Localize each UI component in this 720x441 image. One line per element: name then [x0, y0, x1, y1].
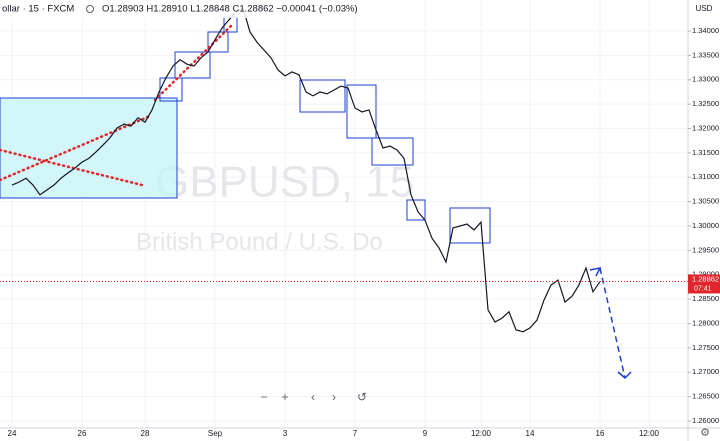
y-tick-label: 1.31000 [692, 172, 719, 181]
settings[interactable]: ⚙ [700, 427, 710, 439]
price-line [11, 7, 601, 333]
reset[interactable]: ↺ [357, 390, 367, 404]
watermark-description: British Pound / U.S. Do [136, 228, 383, 255]
current-price-box [688, 274, 720, 294]
plot [0, 7, 688, 333]
box [449, 207, 491, 244]
box [207, 31, 229, 53]
x-tick-label: 26 [78, 429, 87, 438]
current-price-label: 1.28862 [692, 274, 719, 283]
zoom-out[interactable]: − [260, 390, 267, 404]
trend-line [153, 23, 234, 102]
x-tick-label: 28 [141, 429, 150, 438]
y-tick-label: 1.29000 [692, 270, 719, 279]
x-tick-label: 12:00 [471, 429, 492, 438]
trend-line [0, 148, 144, 187]
currency: USD [696, 4, 713, 13]
zoom-in[interactable]: + [281, 390, 288, 404]
trend-line [0, 114, 152, 182]
visibility-icon[interactable] [86, 5, 94, 13]
x-tick-label: 14 [526, 429, 535, 438]
axes: 1.34000 1.33500 1.33000 1.32500 1.32000 1.315… [8, 26, 720, 438]
y-tick-label: 1.28500 [692, 294, 719, 303]
y-tick-label: 1.27500 [692, 343, 719, 352]
box [406, 199, 426, 221]
y-tick-label: 1.31500 [692, 148, 719, 157]
y-tick-label: 1.30000 [692, 221, 719, 230]
scroll-left[interactable]: ‹ [311, 390, 315, 404]
toolbar: − + ‹ › ↺ [260, 390, 367, 404]
arrow-head [617, 371, 632, 380]
y-tick-label: 1.26500 [692, 392, 719, 401]
drawings [0, 16, 632, 380]
legend-bg [0, 0, 290, 18]
box [346, 84, 377, 139]
price-axis [688, 0, 720, 441]
x-tick-label: 9 [423, 429, 428, 438]
forecast-arrow [599, 267, 626, 379]
x-tick-label: 7 [353, 429, 358, 438]
y-tick-label: 1.32000 [692, 123, 719, 132]
y-tick-label: 1.26000 [692, 416, 719, 425]
y-tick-label: 1.29500 [692, 245, 719, 254]
ohlc: O1.28903 H1.28910 L1.28848 C1.28862 −0.0… [102, 4, 358, 15]
box [299, 79, 346, 113]
y-tick-label: 1.27000 [692, 367, 719, 376]
scroll-right[interactable]: › [332, 390, 336, 404]
y-tick-label: 1.32500 [692, 99, 719, 108]
watermark-symbol: GBPUSD, 15 [155, 158, 414, 207]
countdown: 07:41 [694, 285, 712, 292]
y-tick-label: 1.28000 [692, 318, 719, 327]
x-tick-label: 24 [8, 429, 17, 438]
arrow-start [589, 266, 602, 277]
y-tick-label: 1.33500 [692, 50, 719, 59]
y-tick-label: 1.30500 [692, 197, 719, 206]
box [371, 137, 414, 166]
symbol-info: ollar · 15 · FXCM [2, 4, 74, 15]
x-tick-label: 3 [283, 429, 288, 438]
x-tick-label: 16 [596, 429, 605, 438]
y-tick-label: 1.34000 [692, 26, 719, 35]
x-tick-label: 12:00 [639, 429, 660, 438]
x-tick-label: Sep [208, 429, 223, 438]
y-tick-label: 1.33000 [692, 75, 719, 84]
